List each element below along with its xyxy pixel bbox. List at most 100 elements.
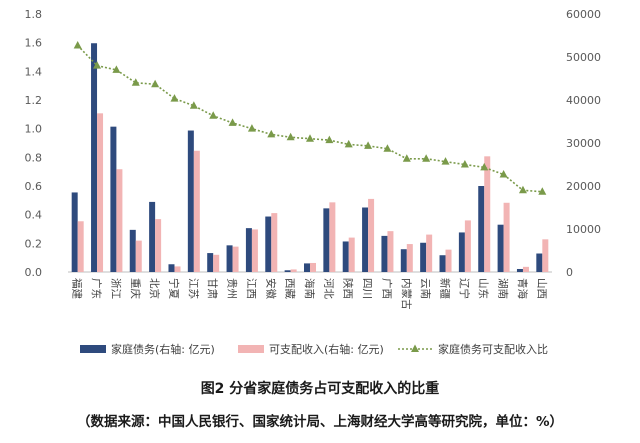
- category-label: 云南: [419, 278, 432, 299]
- ratio-point: [383, 144, 392, 152]
- debt-bar: [265, 216, 272, 272]
- category-label: 江西: [245, 278, 257, 299]
- category-label: 河北: [322, 278, 334, 299]
- debt-bar: [207, 253, 214, 272]
- ratio-point: [247, 124, 256, 132]
- debt-bar: [478, 186, 485, 272]
- figure-title: 图2 分省家庭债务占可支配收入的比重: [200, 381, 440, 397]
- income-bar: [174, 266, 181, 272]
- category-label: 新疆: [439, 278, 452, 299]
- income-bar: [213, 254, 220, 272]
- ratio-point: [441, 157, 450, 165]
- ratio-point: [364, 141, 373, 149]
- debt-bar: [284, 270, 291, 272]
- income-bar: [329, 202, 336, 272]
- debt-bar: [516, 268, 523, 272]
- debt-bar: [323, 208, 330, 272]
- income-bar: [348, 237, 355, 272]
- category-label: 湖南: [497, 278, 510, 299]
- category-label: 山东: [477, 278, 490, 299]
- debt-bar: [71, 192, 78, 272]
- right-tick-label: 0: [566, 266, 573, 279]
- income-bar: [135, 240, 142, 272]
- ratio-line: [77, 44, 543, 193]
- legend-label: 家庭债务可支配收入比: [438, 342, 548, 356]
- income-bar: [464, 220, 471, 272]
- category-labels: 福建 广东 浙江 重庆 北京 宁夏 江苏 甘肃 贵州 江西 安徽 西藏 海南 河北 陕西 四川 广西 内蒙古 云南新…: [71, 278, 548, 310]
- ratio-point: [93, 61, 102, 69]
- figure-source-note: （数据来源：中国人民银行、国家统计局、上海财经大学高等研究院，单位：%）: [76, 414, 564, 430]
- left-tick-label: 0.8: [25, 151, 43, 164]
- debt-bar: [304, 263, 310, 272]
- debt-bar: [342, 241, 349, 272]
- debt-bar: [497, 224, 504, 272]
- ratio-point: [402, 154, 411, 162]
- ratio-point: [286, 132, 295, 141]
- debt-bar: [91, 43, 98, 272]
- left-tick-label: 0.6: [25, 180, 43, 193]
- ratio-point: [112, 65, 121, 73]
- category-label: 北京: [148, 278, 161, 299]
- left-tick-label: 1.2: [25, 94, 43, 107]
- debt-bar: [400, 249, 407, 272]
- category-label: 贵州: [226, 278, 239, 299]
- debt-bar: [245, 228, 252, 272]
- left-tick-label: 1.4: [25, 65, 43, 78]
- bar-series: [71, 43, 549, 272]
- legend-swatch-income: [238, 345, 264, 353]
- left-tick-label: 1.0: [25, 123, 43, 136]
- right-axis: 0 10000 20000 30000 40000 50000 60000: [566, 8, 601, 279]
- right-tick-label: 50000: [566, 51, 601, 64]
- category-label: 四川: [361, 278, 373, 299]
- income-bar: [193, 150, 200, 272]
- legend-label: 家庭债务(右轴: 亿元): [111, 342, 215, 356]
- right-tick-label: 20000: [566, 180, 601, 193]
- category-label: 陕西: [342, 278, 355, 299]
- category-label: 甘肃: [206, 278, 219, 299]
- left-tick-label: 0.4: [25, 209, 43, 222]
- ratio-point: [73, 41, 82, 49]
- ratio-point: [499, 170, 508, 178]
- income-bar: [290, 269, 297, 272]
- category-label: 福建: [71, 278, 84, 299]
- legend-marker-ratio: [411, 344, 419, 352]
- ratio-point: [267, 129, 276, 138]
- ratio-point: [209, 111, 218, 119]
- income-bar: [426, 234, 433, 272]
- category-label: 广西: [380, 278, 392, 299]
- ratio-point: [460, 160, 469, 168]
- income-bar: [116, 169, 123, 272]
- income-bar: [97, 113, 104, 272]
- category-label: 西藏: [284, 278, 296, 299]
- category-label: 青海: [516, 278, 529, 299]
- debt-bar: [129, 229, 136, 272]
- debt-bar: [439, 255, 446, 272]
- legend-label: 可支配收入(右轴: 亿元): [269, 342, 384, 356]
- category-label: 宁夏: [167, 278, 180, 299]
- income-bar: [77, 221, 84, 272]
- category-label: 江苏: [187, 278, 200, 299]
- ratio-point: [480, 162, 489, 171]
- category-label: 安徽: [264, 278, 277, 299]
- ratio-point: [131, 78, 140, 86]
- income-bar: [310, 262, 316, 272]
- debt-bar: [110, 126, 117, 272]
- ratio-point: [538, 187, 547, 195]
- category-label: 广东: [90, 278, 103, 299]
- category-label: 重庆: [129, 278, 142, 299]
- debt-bar: [458, 232, 465, 272]
- ratio-point: [170, 94, 179, 102]
- left-tick-label: 1.6: [25, 37, 43, 50]
- debt-bar: [536, 253, 543, 272]
- income-bar: [387, 231, 394, 272]
- income-bar: [251, 229, 258, 272]
- left-tick-label: 0.0: [25, 266, 43, 279]
- debt-bar: [226, 245, 233, 272]
- right-tick-label: 60000: [566, 8, 601, 21]
- right-tick-label: 40000: [566, 94, 601, 107]
- income-bar: [155, 219, 162, 272]
- income-bar: [232, 246, 239, 272]
- income-bar: [484, 156, 491, 272]
- debt-bar: [381, 235, 388, 272]
